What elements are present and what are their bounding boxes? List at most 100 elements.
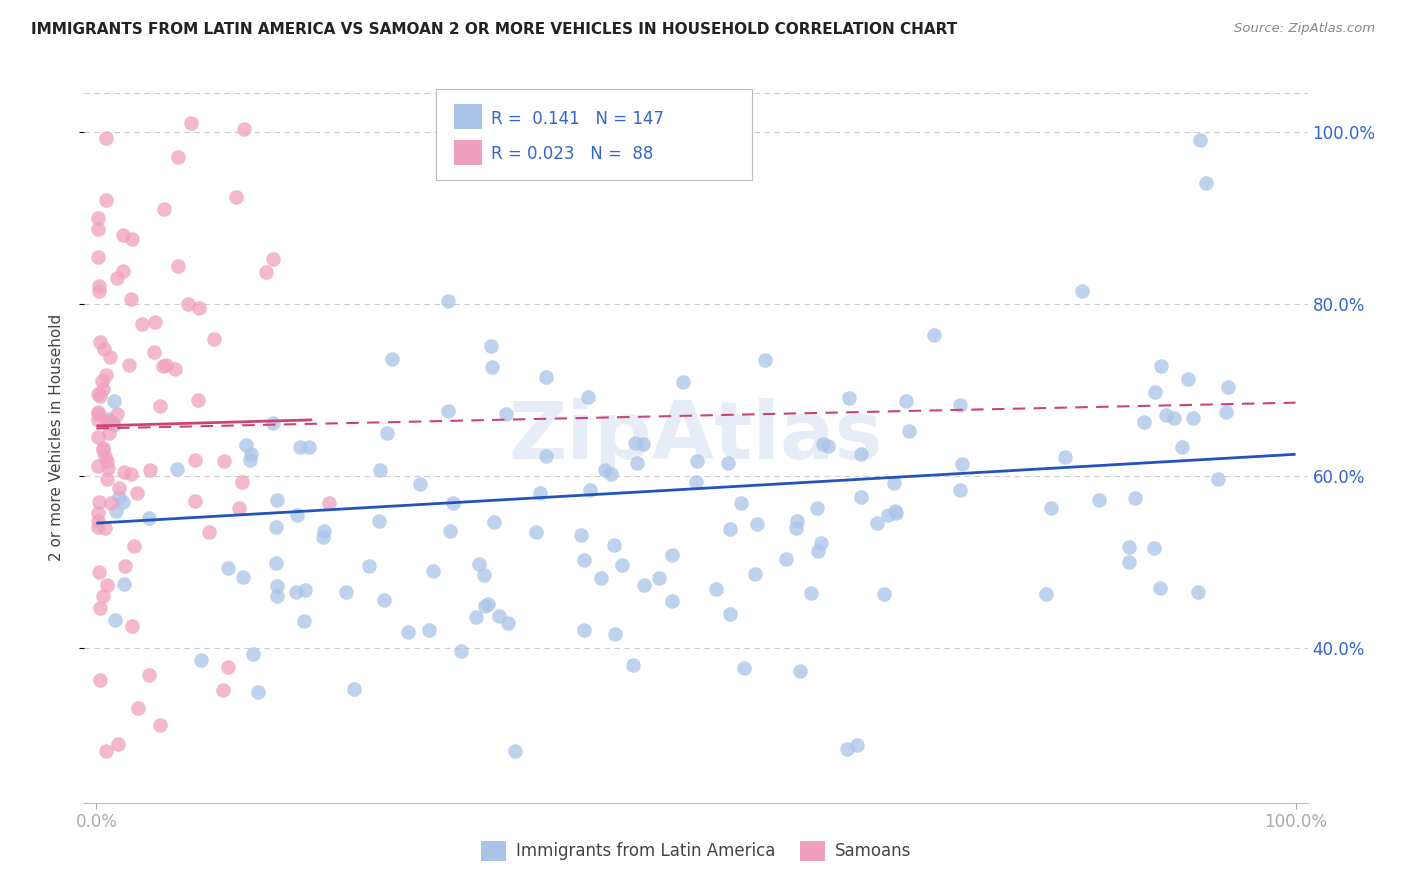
Point [468,558,491,572]
Point [785,521,807,535]
Point [1071,284,1094,298]
Point [733,661,755,675]
Point [357,558,380,573]
Point [105,504,128,518]
Point [86,519,108,533]
Point [1035,587,1057,601]
Point [97,412,120,426]
Point [1163,411,1185,425]
Point [266,589,288,603]
Point [138,667,160,681]
Point [1181,411,1204,425]
Point [86,222,108,236]
Point [873,587,896,601]
Point [343,682,366,697]
Point [104,613,127,627]
Point [285,585,308,599]
Point [139,463,162,477]
Point [86,413,108,427]
Point [1054,450,1077,465]
Point [896,393,918,408]
Text: ZipAtlas: ZipAtlas [509,398,883,476]
Point [198,524,221,539]
Point [235,437,257,451]
Point [633,437,655,451]
Point [98,350,121,364]
Point [212,454,235,468]
Point [166,462,188,476]
Point [89,673,111,688]
Point [1195,176,1218,190]
Point [107,737,129,751]
Point [94,368,117,383]
Point [1118,540,1140,554]
Point [87,506,110,520]
Point [94,521,117,535]
Point [503,744,526,758]
Point [264,557,287,571]
Point [145,314,167,328]
Point [922,328,945,343]
Point [247,685,270,699]
Point [155,358,177,372]
Point [381,352,404,367]
Point [866,516,889,531]
Point [648,571,671,585]
Point [91,442,114,457]
Point [472,567,495,582]
Point [180,116,202,130]
Point [526,524,548,539]
Point [94,744,117,758]
Point [187,301,209,315]
Point [810,535,832,549]
Point [600,467,623,481]
Point [239,453,262,467]
Point [422,564,444,578]
Point [190,653,212,667]
Point [800,586,823,600]
Point [591,571,613,585]
Point [718,522,741,536]
Point [262,252,284,267]
Point [718,607,741,621]
Point [89,389,111,403]
Point [127,701,149,715]
Point [142,345,165,359]
Point [579,483,602,497]
Point [240,447,263,461]
Point [704,582,727,596]
Point [167,150,190,164]
Point [111,227,134,242]
Point [481,360,503,375]
Point [1170,440,1192,454]
Point [1088,493,1111,508]
Point [477,597,499,611]
Point [86,408,108,422]
Point [86,211,108,225]
Point [849,490,872,504]
Point [266,493,288,508]
Point [97,461,120,475]
Point [131,317,153,331]
Point [91,590,114,604]
Point [886,506,908,520]
Point [149,718,172,732]
Point [112,494,135,508]
Point [624,435,647,450]
Point [612,558,634,573]
Point [100,496,122,510]
Point [294,582,316,597]
Point [91,374,114,388]
Point [86,250,108,264]
Point [91,441,114,455]
Point [876,508,898,522]
Point [754,353,776,368]
Point [1118,555,1140,569]
Point [94,131,117,145]
Point [287,508,309,523]
Point [633,578,655,592]
Point [495,408,517,422]
Text: IMMIGRANTS FROM LATIN AMERICA VS SAMOAN 2 OR MORE VEHICLES IN HOUSEHOLD CORRELAT: IMMIGRANTS FROM LATIN AMERICA VS SAMOAN … [31,22,957,37]
Point [118,358,141,372]
Point [112,264,135,278]
